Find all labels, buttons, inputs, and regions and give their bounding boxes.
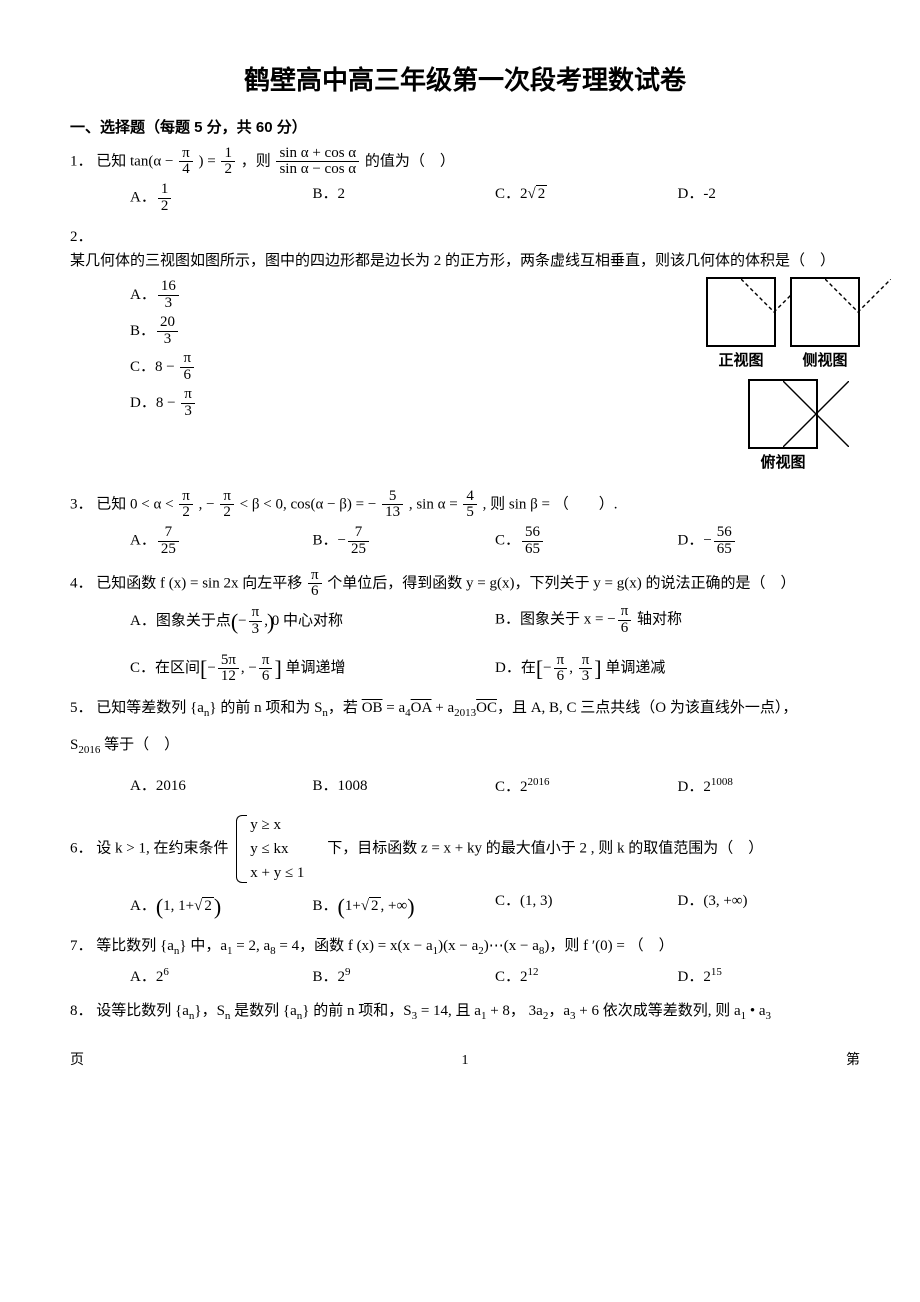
q4-options-row1: A．图象关于点(−π3, 0 中心对称) B．图象关于 x = −π6 轴对称 (130, 604, 860, 639)
q8-number: 8． (70, 1003, 93, 1019)
q1-text-a: 已知 tan(α − (96, 153, 177, 169)
q2-number: 2． (70, 229, 93, 245)
q7-option-a: A．26 (130, 964, 313, 989)
q4-option-c: C．在区间[−5π12, −π6] 单调递增 (130, 651, 495, 686)
q7-option-c: C．212 (495, 964, 678, 989)
section-1-heading: 一、选择题（每题 5 分，共 60 分） (70, 116, 860, 140)
q4-option-a: A．图象关于点(−π3, 0 中心对称) (130, 604, 495, 639)
q1-option-a: A．12 (130, 182, 313, 215)
q2-side-view: 侧视图 (790, 277, 860, 373)
question-4: 4． 已知函数 f (x) = sin 2x 向左平移 π6 个单位后，得到函数… (70, 568, 860, 601)
page-footer: 页 1 第 (70, 1050, 860, 1072)
q1-option-b: B．2 (313, 182, 496, 215)
q5-option-b: B．1008 (313, 774, 496, 799)
q6-options: A．(1, 1+2) B．(1+2, +∞) C．(1, 3) D．(3, +∞… (130, 889, 860, 924)
q1-number: 1． (70, 153, 93, 169)
q1-frac-sincos: sin α + cos αsin α − cos α (276, 146, 359, 179)
q2-text: 某几何体的三视图如图所示，图中的四边形都是边长为 2 的正方形，两条虚线互相垂直… (70, 253, 835, 269)
q2-front-view: 正视图 (706, 277, 776, 373)
q1-text-d: 的值为（ ） (365, 153, 455, 169)
footer-right: 第 (846, 1050, 860, 1072)
question-6: 6． 设 k > 1, 在约束条件 y ≥ x y ≤ kx x + y ≤ 1… (70, 813, 860, 885)
question-5-line2: S2016 等于（ ） (70, 733, 860, 760)
q3-option-a: A．725 (130, 525, 313, 558)
q1-frac-pi4: π4 (179, 146, 193, 179)
q6-option-a: A．(1, 1+2) (130, 889, 313, 924)
q6-option-d: D．(3, +∞) (678, 889, 861, 924)
q3-option-d: D．−5665 (678, 525, 861, 558)
q4-number: 4． (70, 575, 93, 591)
q7-number: 7． (70, 938, 93, 954)
footer-center: 1 (462, 1050, 469, 1072)
q4-option-b: B．图象关于 x = −π6 轴对称 (495, 604, 860, 639)
question-8: 8． 设等比数列 {an}，Sn 是数列 {an} 的前 n 项和，S3 = 1… (70, 999, 860, 1026)
question-5: 5． 已知等差数列 {an} 的前 n 项和为 Sn，若 OB = a4OA +… (70, 696, 860, 723)
question-7: 7． 等比数列 {an} 中，a1 = 2, a8 = 4，函数 f (x) =… (70, 934, 860, 961)
q5-option-c: C．22016 (495, 774, 678, 799)
q5-number: 5． (70, 700, 93, 716)
q6-constraint-system: y ≥ x y ≤ kx x + y ≤ 1 (236, 813, 304, 885)
page-title: 鹤壁高中高三年级第一次段考理数试卷 (70, 60, 860, 102)
q3-option-b: B．−725 (313, 525, 496, 558)
q5-option-a: A．2016 (130, 774, 313, 799)
q1-text-c: ，则 (241, 153, 271, 169)
q6-number: 6． (70, 840, 93, 856)
q7-option-d: D．215 (678, 964, 861, 989)
q7-option-b: B．29 (313, 964, 496, 989)
footer-left: 页 (70, 1050, 84, 1072)
q1-options: A．12 B．2 C．22 D．-2 (130, 182, 860, 215)
q4-options-row2: C．在区间[−5π12, −π6] 单调递增 D．在[−π6, π3] 单调递减 (130, 651, 860, 686)
q1-text-b: ) = (198, 153, 219, 169)
q1-frac-half: 12 (221, 146, 235, 179)
q6-option-c: C．(1, 3) (495, 889, 678, 924)
q1-option-c: C．22 (495, 182, 678, 215)
question-3: 3． 已知 0 < α < π2 , − π2 < β < 0, cos(α −… (70, 489, 860, 522)
q2-three-views: 正视图 侧视图 俯视图 (706, 277, 860, 475)
q7-options: A．26 B．29 C．212 D．215 (130, 964, 860, 989)
q5-option-d: D．21008 (678, 774, 861, 799)
q2-top-view: 俯视图 (748, 379, 818, 475)
q3-option-c: C．5665 (495, 525, 678, 558)
question-2: 2． 某几何体的三视图如图所示，图中的四边形都是边长为 2 的正方形，两条虚线互… (70, 225, 860, 273)
q4-option-d: D．在[−π6, π3] 单调递减 (495, 651, 860, 686)
q6-option-b: B．(1+2, +∞) (313, 889, 496, 924)
q3-options: A．725 B．−725 C．5665 D．−5665 (130, 525, 860, 558)
question-1: 1． 已知 tan(α − π4 ) = 12 ，则 sin α + cos α… (70, 146, 860, 179)
q5-options: A．2016 B．1008 C．22016 D．21008 (130, 774, 860, 799)
q1-option-d: D．-2 (678, 182, 861, 215)
q3-number: 3． (70, 496, 93, 512)
